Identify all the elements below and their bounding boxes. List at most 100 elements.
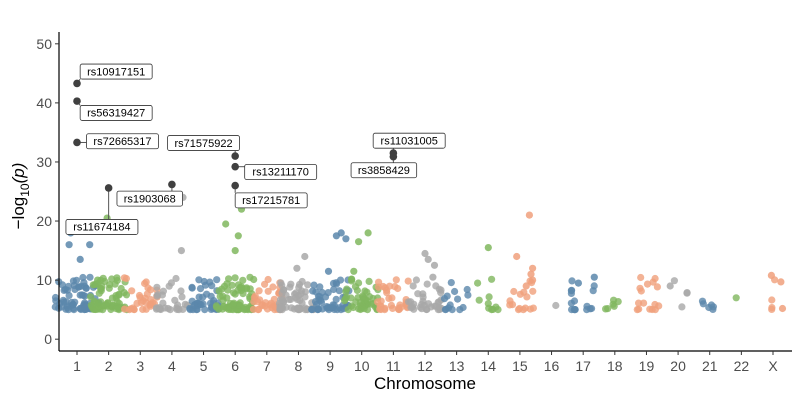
snp-point xyxy=(395,305,403,314)
snp-label-text: rs11674184 xyxy=(73,222,130,234)
snp-point xyxy=(337,229,345,237)
x-tick-label: 10 xyxy=(354,358,370,374)
snp-point xyxy=(143,290,151,298)
snp-point xyxy=(430,261,439,269)
snp-label-text: rs11031005 xyxy=(381,135,438,147)
top-hit-point xyxy=(231,152,239,160)
snp-point xyxy=(324,267,333,275)
x-tick-label: 14 xyxy=(480,358,496,374)
snp-point xyxy=(513,252,521,261)
x-tick-label: 21 xyxy=(702,358,718,374)
snp-point xyxy=(177,287,185,295)
snp-point xyxy=(86,273,94,281)
snp-label-box xyxy=(372,132,446,149)
snp-label-text: rs13211170 xyxy=(252,167,308,179)
snp-point xyxy=(195,276,203,284)
snp-point xyxy=(107,305,115,314)
snp-point xyxy=(332,295,340,303)
snp-point xyxy=(341,297,349,305)
snp-point xyxy=(144,284,152,292)
snp-point xyxy=(72,276,81,284)
snp-point xyxy=(80,279,88,287)
snp-point xyxy=(324,289,332,297)
snp-point xyxy=(590,273,598,281)
snp-point xyxy=(353,286,361,295)
snp-point xyxy=(459,303,467,312)
snp-point xyxy=(61,285,69,294)
snp-point xyxy=(62,298,70,306)
snp-point xyxy=(640,299,648,307)
snp-point xyxy=(293,305,302,313)
snp-point xyxy=(485,293,493,301)
snp-point xyxy=(343,285,351,293)
snp-point xyxy=(342,235,350,243)
snp-point xyxy=(223,280,231,288)
snp-point xyxy=(637,287,645,295)
snp-label: rs71575922 xyxy=(167,135,240,151)
snp-point xyxy=(635,299,643,307)
snp-label-text: rs17215781 xyxy=(242,195,300,207)
snp-point xyxy=(422,305,430,314)
annotation-labels: rs10917151 rs56319427 rs72665317 rs11674184… xyxy=(65,63,446,235)
y-tick-label: 40 xyxy=(36,95,52,111)
snp-point xyxy=(269,283,277,291)
top-hit-point xyxy=(73,138,81,147)
snp-point xyxy=(404,277,412,285)
snp-point xyxy=(409,282,417,290)
snp-label-box xyxy=(116,190,183,207)
snp-point xyxy=(81,300,89,308)
snp-point xyxy=(440,295,449,303)
snp-point xyxy=(649,278,657,286)
snp-point xyxy=(376,305,384,313)
snp-point xyxy=(447,279,455,287)
snp-point xyxy=(361,287,369,295)
x-tick-label: 2 xyxy=(105,358,113,374)
snp-point xyxy=(115,304,123,312)
snp-point xyxy=(522,282,530,290)
snp-point xyxy=(65,291,73,300)
snp-point xyxy=(463,285,471,294)
snp-point xyxy=(451,287,459,296)
snp-point xyxy=(196,285,205,293)
snp-point xyxy=(635,305,643,313)
snp-point xyxy=(423,280,431,288)
snp-point xyxy=(231,290,239,298)
snp-point xyxy=(226,303,234,312)
snp-label: rs17215781 xyxy=(234,192,308,209)
snp-point xyxy=(219,292,227,300)
snp-label: rs11031005 xyxy=(372,132,446,149)
snp-point xyxy=(732,294,740,302)
snp-point xyxy=(95,302,103,311)
snp-point xyxy=(250,275,258,284)
snp-point xyxy=(670,277,679,285)
snp-point xyxy=(437,289,445,297)
snp-point xyxy=(637,273,645,282)
snp-point xyxy=(108,294,116,302)
snp-point xyxy=(568,286,576,294)
snp-point xyxy=(414,290,422,298)
snp-point xyxy=(583,302,591,310)
snp-label-box xyxy=(167,135,240,151)
snp-point xyxy=(526,305,535,313)
snp-label-box xyxy=(244,164,318,180)
snp-point xyxy=(115,291,123,299)
snp-point xyxy=(76,255,84,263)
snp-label-text: rs56319427 xyxy=(87,108,145,120)
snp-point xyxy=(254,306,262,314)
snp-point xyxy=(295,283,303,291)
x-tick-label: 5 xyxy=(200,358,208,374)
snp-point xyxy=(643,280,652,288)
snp-point xyxy=(250,293,258,302)
snp-point xyxy=(94,276,102,284)
snp-label: rs1903068 xyxy=(116,190,183,207)
x-axis-title: Chromosome xyxy=(374,374,476,393)
snp-point xyxy=(360,296,368,304)
snp-point xyxy=(122,274,130,283)
snp-point xyxy=(360,305,368,313)
x-tick-label: 4 xyxy=(168,358,176,374)
snp-point xyxy=(71,285,79,294)
top-hit-point xyxy=(104,184,113,192)
snp-point xyxy=(304,281,312,289)
snp-point xyxy=(405,298,413,306)
snp-label: rs10917151 xyxy=(79,63,153,80)
